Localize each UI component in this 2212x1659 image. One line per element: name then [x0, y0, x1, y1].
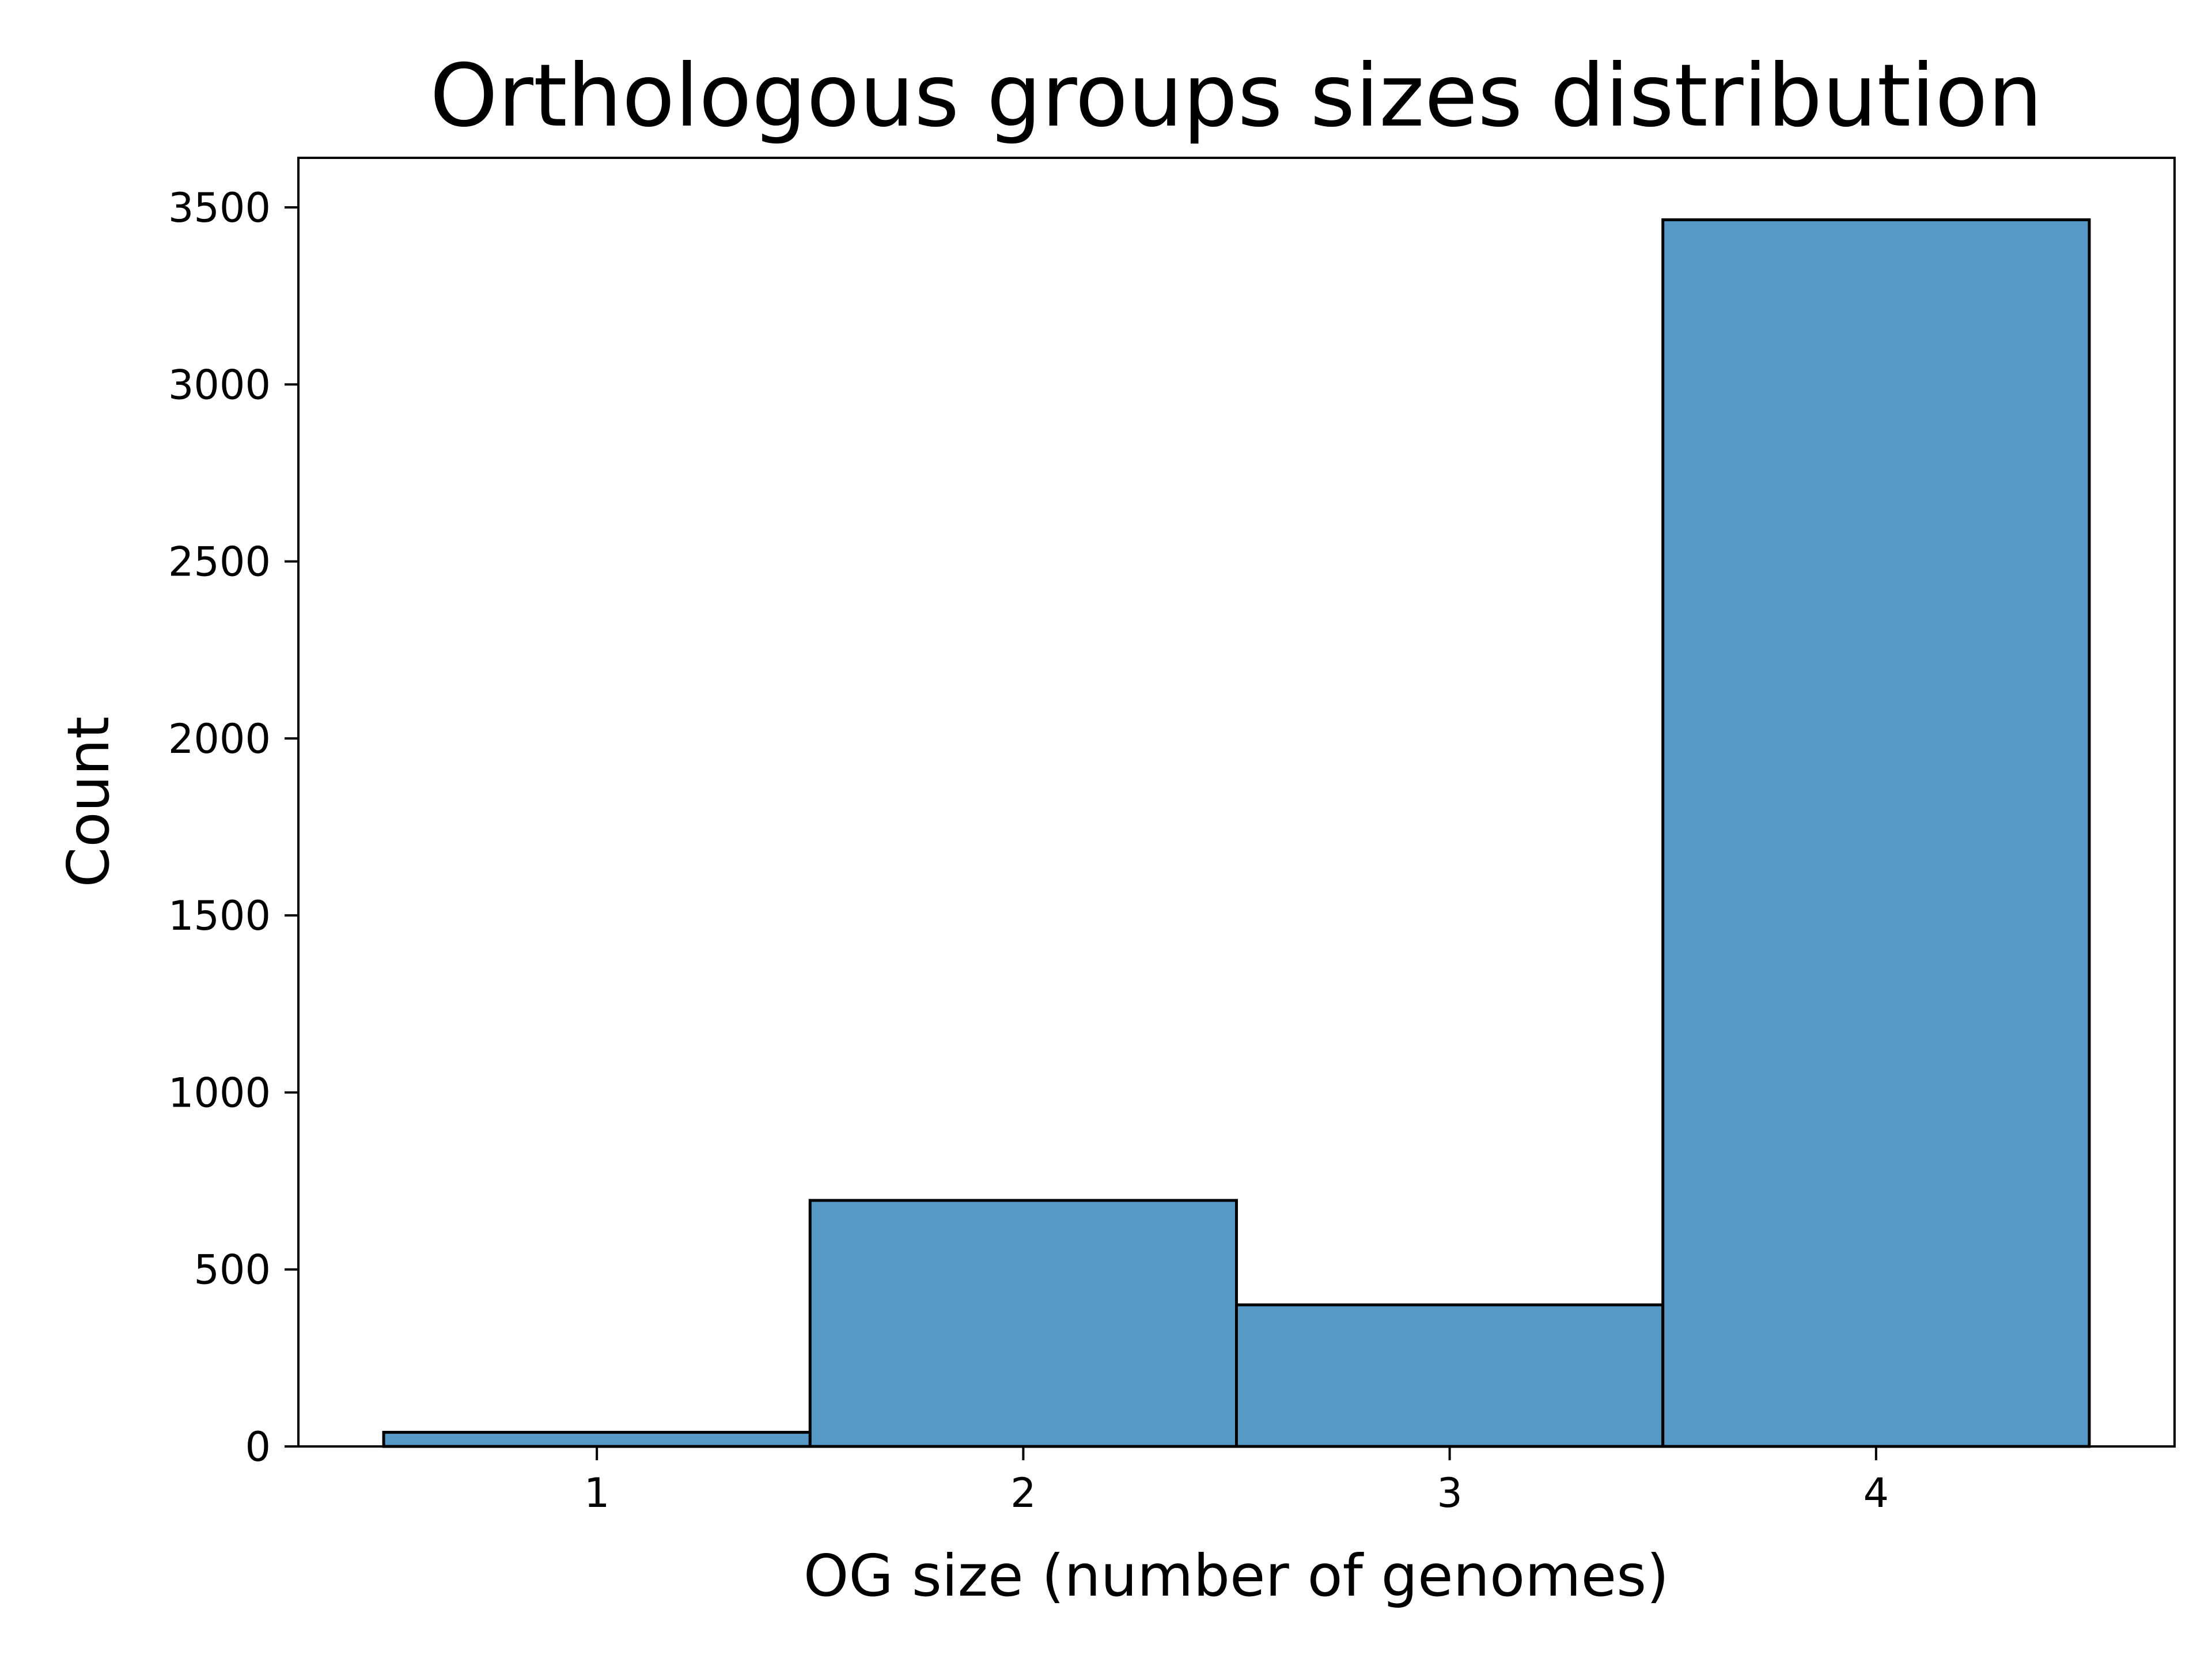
y-axis-label: Count — [55, 717, 122, 888]
x-tick-label: 4 — [1863, 1469, 1889, 1517]
plot-frame — [297, 157, 2176, 1448]
bar-3 — [1235, 1303, 1665, 1448]
y-tick-label: 2500 — [168, 539, 271, 586]
x-tick-label: 1 — [584, 1469, 610, 1517]
x-tick-label: 3 — [1437, 1469, 1463, 1517]
y-tick-label: 3000 — [168, 361, 271, 408]
y-tick-label: 2000 — [168, 715, 271, 763]
y-tick-label: 1500 — [168, 892, 271, 940]
y-tick-label: 500 — [194, 1247, 271, 1294]
chart-title: Orthologous groups sizes distribution — [430, 46, 2043, 146]
bar-1 — [382, 1430, 812, 1448]
y-axis-ticks: 0 500 1000 1500 2000 2500 3000 3500 — [168, 184, 298, 1471]
x-tick-label: 2 — [1010, 1469, 1036, 1517]
x-axis-ticks: 1 2 3 4 — [584, 1446, 1889, 1517]
y-tick-label: 0 — [245, 1423, 271, 1471]
y-tick-label: 3500 — [168, 184, 271, 232]
y-tick-label: 1000 — [168, 1069, 271, 1116]
x-axis-label: OG size (number of genomes) — [804, 1542, 1669, 1609]
bar-4 — [1661, 218, 2091, 1448]
bars-layer — [382, 218, 2091, 1448]
bar-2 — [808, 1199, 1238, 1448]
